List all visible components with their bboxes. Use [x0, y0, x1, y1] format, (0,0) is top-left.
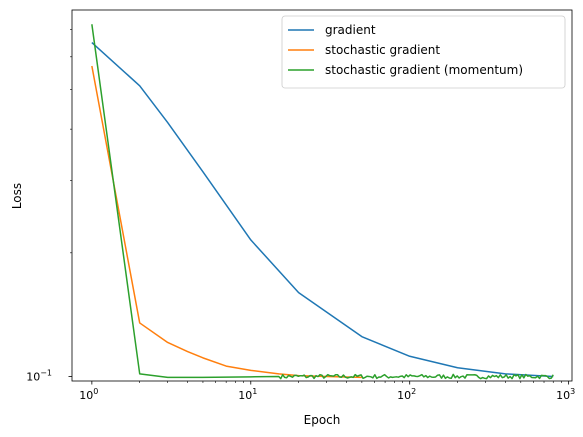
x-tick-label: 103: [556, 387, 575, 402]
series-layer: [91, 24, 554, 380]
x-tick-base: 10: [556, 389, 570, 402]
y-tick-exponent: −1: [40, 368, 52, 377]
legend-label-2: stochastic gradient (momentum): [325, 63, 523, 77]
y-tick-label: 10−1: [26, 368, 52, 383]
x-tick-label: 101: [238, 387, 257, 402]
x-tick-exponent: 3: [570, 387, 575, 396]
legend-box: [281, 15, 566, 89]
x-axis-label: Epoch: [304, 413, 341, 427]
x-tick-label: 102: [397, 387, 416, 402]
x-tick-base: 10: [238, 389, 252, 402]
y-axis: 10−1: [26, 29, 72, 383]
legend-label-1: stochastic gradient: [325, 43, 440, 57]
x-tick-base: 10: [79, 389, 93, 402]
series-line-2: [91, 24, 554, 380]
x-tick-exponent: 1: [252, 387, 257, 396]
series-line-1: [91, 65, 362, 379]
y-tick-base: 10: [26, 370, 40, 383]
legend: gradient stochastic gradient stochastic gr…: [281, 15, 566, 89]
x-axis: 100 101 102 103: [79, 381, 575, 402]
series-line-0: [91, 41, 554, 378]
x-tick-exponent: 2: [411, 387, 416, 396]
y-axis-label: Loss: [10, 183, 24, 209]
legend-label-0: gradient: [325, 23, 376, 37]
plot-frame: [71, 9, 573, 382]
x-tick-label: 100: [79, 387, 98, 402]
x-tick-base: 10: [397, 389, 411, 402]
x-tick-exponent: 0: [93, 387, 98, 396]
